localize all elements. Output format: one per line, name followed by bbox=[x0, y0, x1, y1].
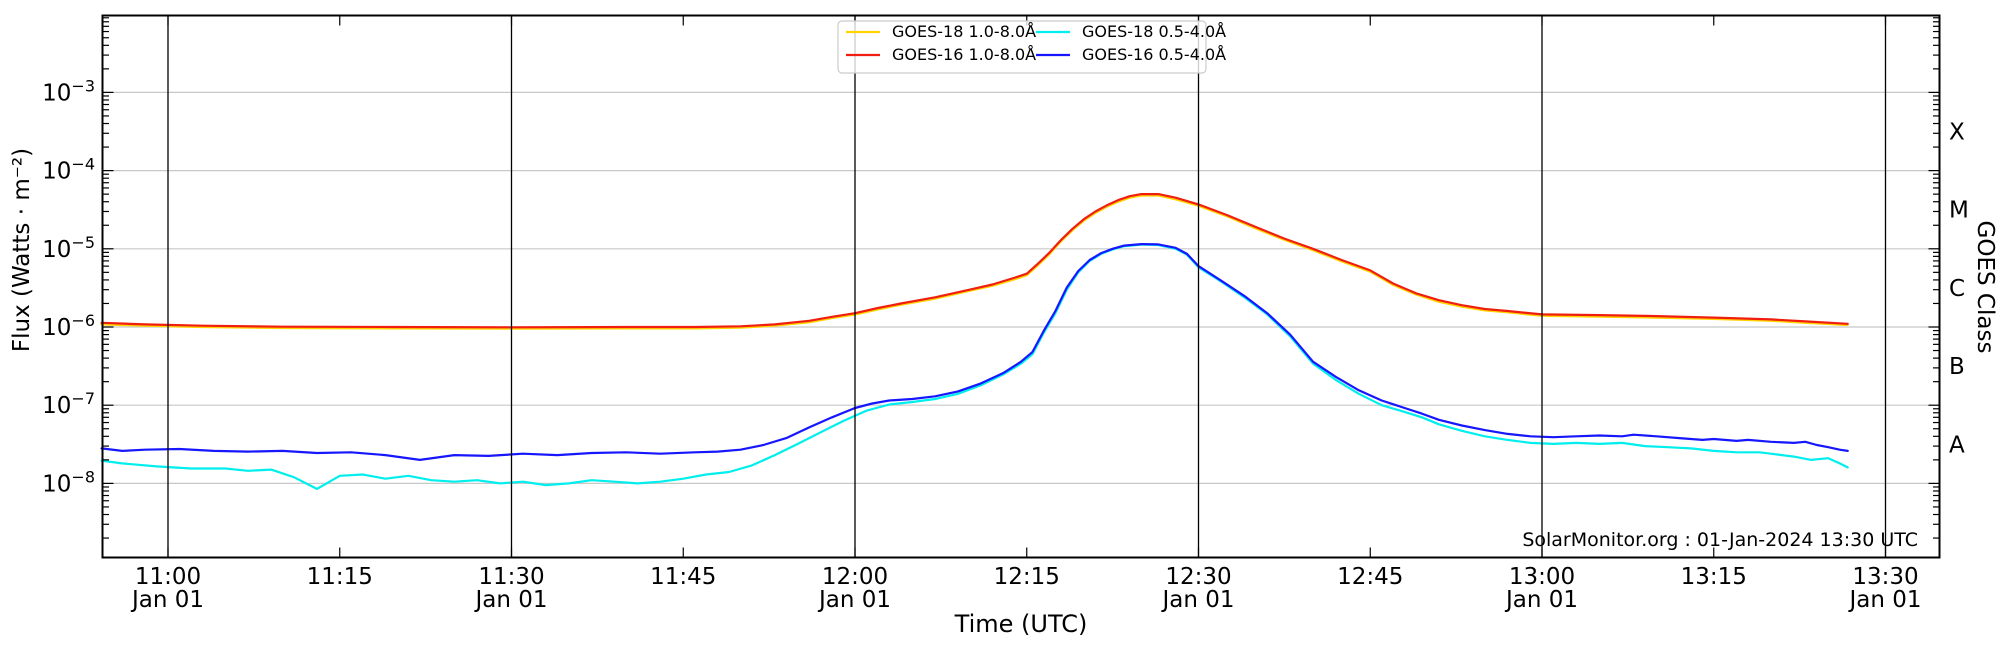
x-axis-label: Time (UTC) bbox=[954, 610, 1088, 638]
svg-text:B: B bbox=[1949, 354, 1965, 380]
svg-text:10−5: 10−5 bbox=[42, 233, 95, 263]
svg-text:12:15: 12:15 bbox=[994, 564, 1060, 590]
svg-text:X: X bbox=[1949, 120, 1965, 146]
series-goes18-short bbox=[100, 243, 1849, 490]
legend: GOES-18 1.0-8.0Å GOES-16 1.0-8.0Å GOES-18 … bbox=[837, 20, 1226, 74]
svg-text:Jan 01: Jan 01 bbox=[1504, 587, 1578, 613]
svg-text:10−3: 10−3 bbox=[42, 76, 95, 106]
series-goes16-short bbox=[100, 243, 1849, 461]
watermark-text: SolarMonitor.org : 01-Jan-2024 13:30 UTC bbox=[1522, 529, 1918, 551]
legend-label-goes18-short: GOES-18 0.5-4.0Å bbox=[1082, 22, 1226, 41]
svg-text:C: C bbox=[1949, 276, 1965, 302]
svg-text:11:45: 11:45 bbox=[650, 564, 716, 590]
svg-text:Jan 01: Jan 01 bbox=[473, 587, 547, 613]
y-axis-tick-labels: 10−3 10−4 10−5 10−6 10−7 10−8 bbox=[42, 76, 95, 497]
axis-ticks bbox=[103, 16, 1939, 557]
svg-text:12:30: 12:30 bbox=[1165, 564, 1231, 590]
svg-text:Jan 01: Jan 01 bbox=[1847, 587, 1921, 613]
series-goes16-long bbox=[100, 193, 1849, 329]
goes-class-letters: A B C M X bbox=[1949, 120, 1969, 459]
svg-text:11:30: 11:30 bbox=[478, 564, 544, 590]
svg-text:M: M bbox=[1949, 198, 1969, 224]
svg-text:13:15: 13:15 bbox=[1681, 564, 1747, 590]
svg-text:10−7: 10−7 bbox=[42, 389, 95, 419]
svg-text:13:30: 13:30 bbox=[1852, 564, 1918, 590]
svg-text:Jan 01: Jan 01 bbox=[130, 587, 204, 613]
svg-text:12:45: 12:45 bbox=[1337, 564, 1403, 590]
svg-text:13:00: 13:00 bbox=[1509, 564, 1575, 590]
svg-text:10−6: 10−6 bbox=[42, 311, 95, 341]
legend-label-goes16-long: GOES-16 1.0-8.0Å bbox=[892, 45, 1036, 64]
plot-border bbox=[101, 14, 1941, 559]
svg-text:A: A bbox=[1949, 432, 1965, 458]
svg-text:10−8: 10−8 bbox=[42, 467, 95, 497]
svg-text:11:15: 11:15 bbox=[307, 564, 373, 590]
svg-text:11:00: 11:00 bbox=[135, 564, 201, 590]
goes-class-axis-label: GOES Class bbox=[1972, 220, 1998, 354]
svg-text:Jan 01: Jan 01 bbox=[817, 587, 891, 613]
legend-label-goes16-short: GOES-16 0.5-4.0Å bbox=[1082, 45, 1226, 64]
svg-text:12:00: 12:00 bbox=[822, 564, 888, 590]
y-axis-label: Flux (Watts · m⁻²) bbox=[9, 147, 35, 353]
svg-text:Jan 01: Jan 01 bbox=[1160, 587, 1234, 613]
svg-text:10−4: 10−4 bbox=[42, 155, 95, 185]
series-goes18-long bbox=[100, 194, 1849, 330]
legend-label-goes18-long: GOES-18 1.0-8.0Å bbox=[892, 22, 1036, 41]
y-gridlines bbox=[102, 91, 1940, 484]
time-gridlines bbox=[167, 16, 1887, 557]
